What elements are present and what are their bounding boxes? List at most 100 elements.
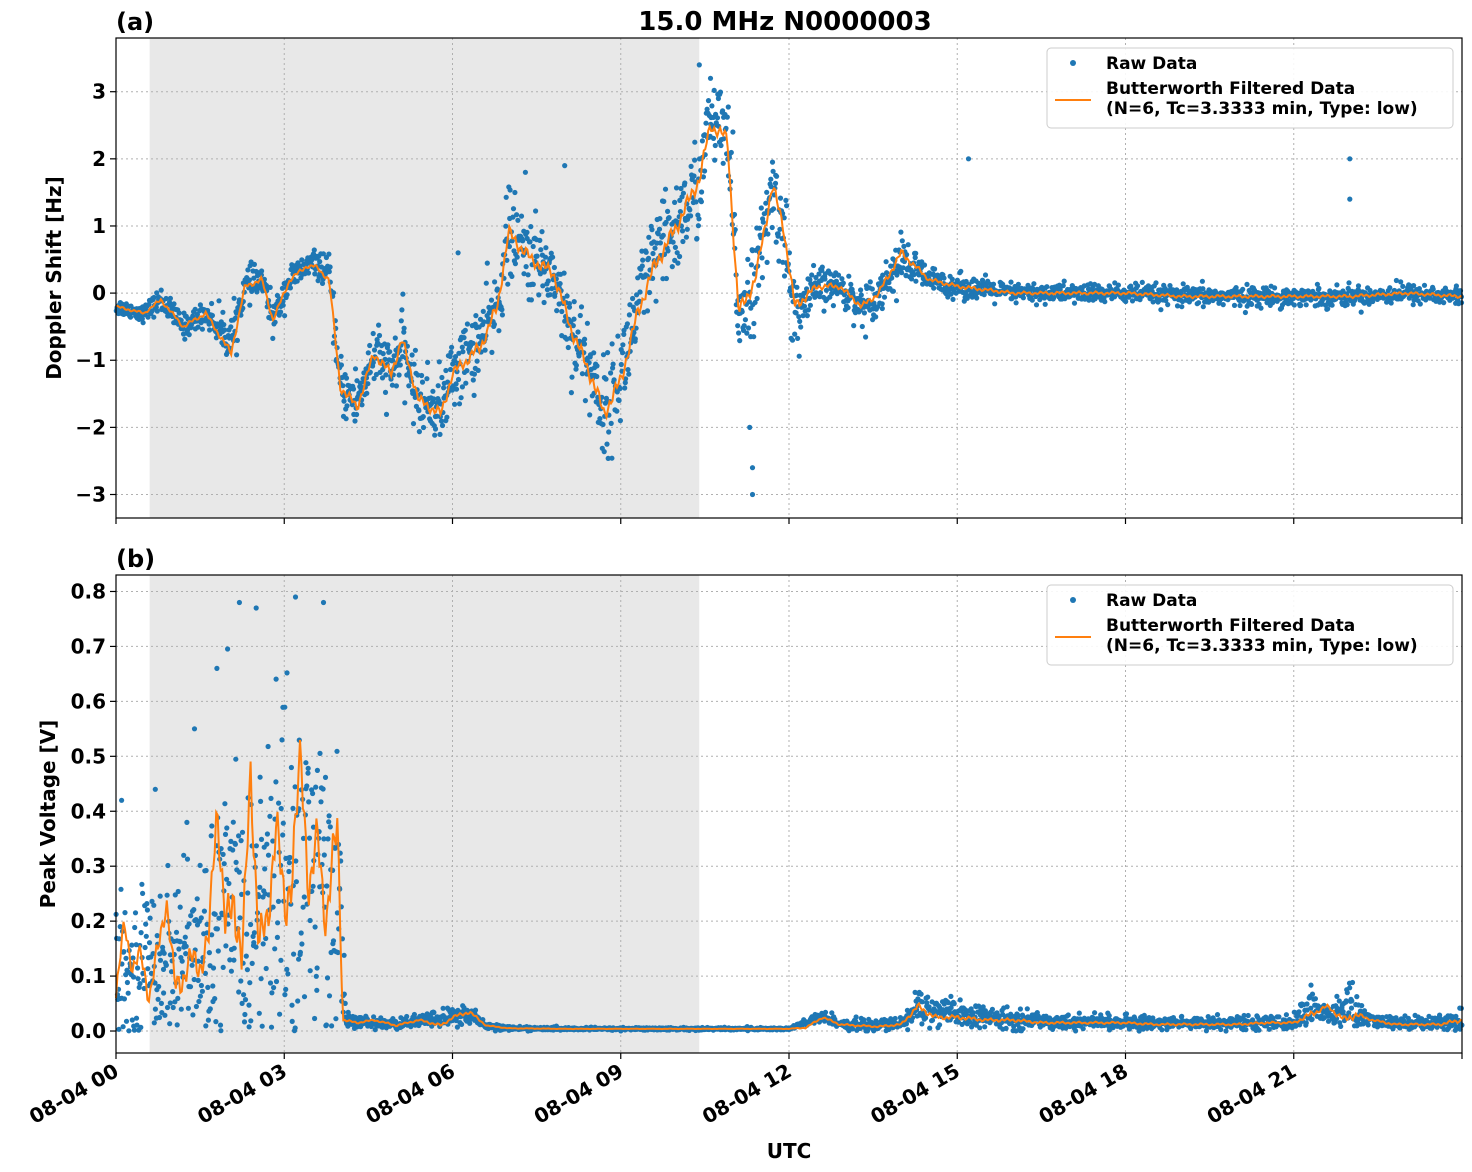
raw-data-point bbox=[419, 379, 426, 385]
raw-data-point bbox=[616, 397, 622, 404]
raw-data-point bbox=[157, 957, 164, 963]
raw-data-point bbox=[1325, 306, 1331, 312]
raw-data-point bbox=[711, 87, 717, 93]
raw-data-point bbox=[311, 247, 317, 253]
raw-data-point bbox=[151, 314, 157, 320]
raw-data-point bbox=[127, 314, 134, 320]
raw-data-point bbox=[608, 370, 614, 376]
raw-data-point bbox=[352, 418, 358, 424]
raw-data-point bbox=[449, 344, 455, 350]
raw-data-point bbox=[724, 114, 730, 120]
raw-data-point bbox=[344, 403, 350, 409]
raw-data-point bbox=[584, 320, 591, 326]
raw-data-point bbox=[314, 965, 320, 971]
raw-data-point bbox=[210, 965, 217, 971]
raw-data-point bbox=[254, 289, 260, 295]
raw-data-point bbox=[371, 347, 378, 353]
raw-data-point bbox=[1358, 309, 1364, 315]
y-tick-label: −3 bbox=[75, 483, 106, 507]
raw-data-point bbox=[774, 173, 780, 179]
raw-data-point bbox=[327, 264, 333, 270]
raw-data-point bbox=[1129, 298, 1136, 304]
raw-data-point bbox=[135, 965, 141, 971]
raw-data-point bbox=[899, 238, 905, 244]
raw-data-point bbox=[977, 1025, 983, 1031]
raw-data-point bbox=[603, 376, 609, 382]
raw-data-point bbox=[518, 213, 525, 219]
raw-data-point bbox=[610, 365, 616, 371]
raw-data-point bbox=[901, 243, 907, 249]
raw-data-point bbox=[699, 138, 706, 144]
raw-data-point bbox=[273, 779, 279, 785]
raw-data-point bbox=[178, 1006, 184, 1012]
raw-data-point bbox=[499, 307, 505, 313]
raw-data-point bbox=[222, 327, 228, 333]
raw-data-point bbox=[341, 952, 347, 958]
raw-data-point bbox=[751, 334, 757, 340]
raw-data-point bbox=[430, 388, 436, 394]
raw-data-point bbox=[385, 342, 391, 348]
raw-data-point bbox=[773, 239, 779, 245]
raw-data-point bbox=[1179, 304, 1185, 310]
raw-data-point bbox=[416, 408, 422, 414]
raw-data-point bbox=[932, 266, 938, 272]
raw-data-point bbox=[367, 342, 373, 349]
raw-data-point bbox=[540, 283, 546, 289]
raw-data-point bbox=[958, 268, 964, 274]
raw-data-point bbox=[170, 1004, 176, 1011]
raw-data-point bbox=[587, 412, 593, 418]
raw-data-point bbox=[1214, 1012, 1221, 1018]
raw-data-point bbox=[244, 967, 250, 973]
raw-data-point bbox=[695, 223, 702, 229]
raw-data-point bbox=[670, 239, 676, 245]
raw-data-point bbox=[1411, 283, 1417, 289]
raw-data-point bbox=[883, 259, 889, 265]
raw-data-point bbox=[185, 1005, 191, 1011]
raw-data-point bbox=[769, 159, 776, 165]
raw-data-point bbox=[320, 251, 326, 257]
raw-data-point bbox=[1112, 294, 1118, 300]
raw-data-point bbox=[326, 819, 332, 825]
raw-data-point bbox=[851, 323, 857, 329]
raw-data-point bbox=[182, 336, 188, 342]
raw-data-point bbox=[157, 893, 163, 899]
raw-data-point bbox=[447, 353, 453, 359]
raw-data-point bbox=[371, 375, 377, 382]
raw-data-point bbox=[656, 226, 663, 232]
raw-data-point bbox=[640, 257, 646, 263]
raw-data-point bbox=[334, 748, 340, 754]
raw-data-point bbox=[1102, 299, 1108, 305]
raw-data-point bbox=[688, 213, 694, 219]
raw-data-point bbox=[270, 335, 276, 341]
raw-data-outlier bbox=[455, 250, 461, 256]
raw-data-point bbox=[307, 917, 313, 924]
raw-data-point bbox=[1366, 301, 1372, 307]
raw-data-point bbox=[275, 920, 281, 926]
raw-data-point bbox=[879, 305, 885, 312]
raw-data-point bbox=[879, 301, 885, 307]
raw-data-point bbox=[858, 287, 864, 293]
raw-data-point bbox=[1242, 309, 1248, 316]
raw-data-outlier bbox=[562, 163, 568, 169]
legend-label-filtered: (N=6, Tc=3.3333 min, Type: low) bbox=[1106, 99, 1418, 119]
raw-data-point bbox=[830, 303, 837, 309]
raw-data-point bbox=[282, 992, 288, 998]
raw-data-point bbox=[869, 286, 875, 292]
raw-data-point bbox=[230, 847, 236, 853]
raw-data-point bbox=[268, 795, 274, 802]
raw-data-point bbox=[494, 286, 500, 292]
raw-data-point bbox=[272, 319, 278, 325]
raw-data-point bbox=[228, 324, 234, 330]
raw-data-outlier bbox=[749, 465, 756, 471]
raw-data-point bbox=[299, 257, 305, 263]
raw-data-point bbox=[617, 386, 623, 392]
raw-data-point bbox=[900, 265, 906, 271]
raw-data-point bbox=[754, 295, 760, 302]
raw-data-point bbox=[269, 990, 275, 996]
raw-data-point bbox=[621, 331, 627, 337]
raw-data-point bbox=[794, 292, 800, 298]
raw-data-point bbox=[472, 1007, 479, 1013]
raw-data-point bbox=[259, 1023, 265, 1029]
raw-data-point bbox=[496, 328, 502, 334]
raw-data-point bbox=[1416, 286, 1422, 292]
